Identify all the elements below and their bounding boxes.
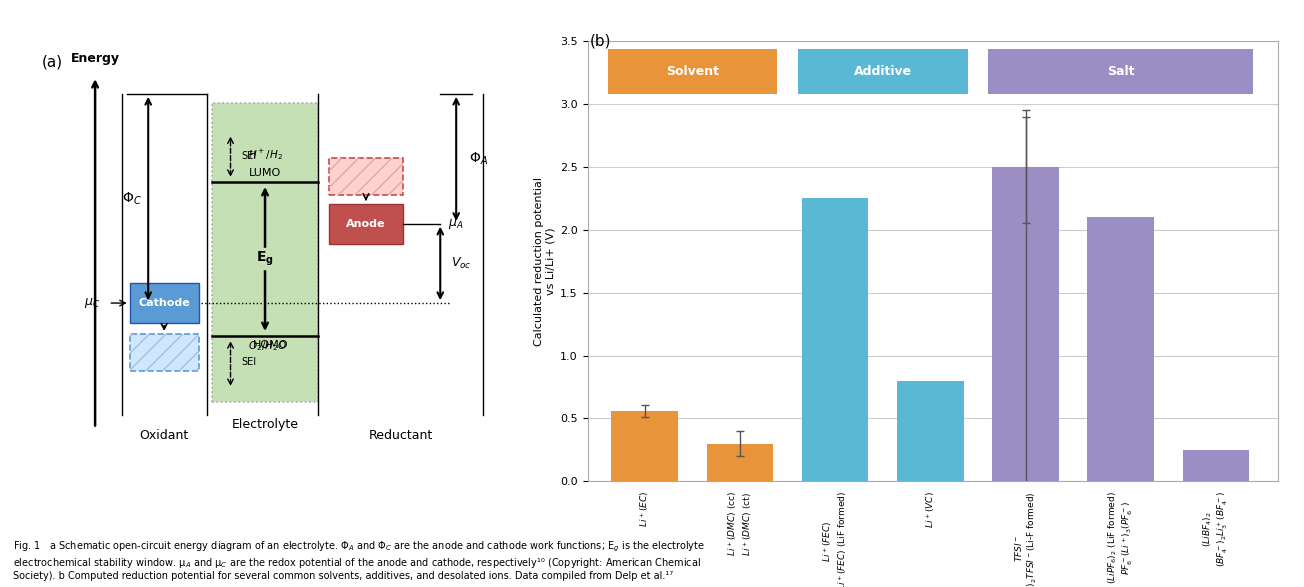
Bar xyxy=(988,49,1253,94)
Text: Fig. 1   a Schematic open-circuit energy diagram of an electrolyte. Φ$_A$ and Φ$: Fig. 1 a Schematic open-circuit energy d… xyxy=(13,539,705,581)
Bar xyxy=(1183,450,1249,481)
Text: $\Phi_A$: $\Phi_A$ xyxy=(469,151,489,167)
Bar xyxy=(798,49,968,94)
Text: (b): (b) xyxy=(589,33,612,49)
Text: $\mu_C$: $\mu_C$ xyxy=(85,296,100,310)
Text: Oxidant: Oxidant xyxy=(140,429,189,441)
Text: LUMO: LUMO xyxy=(249,168,282,178)
Text: $V_{oc}$: $V_{oc}$ xyxy=(451,256,472,271)
Text: $\mathbf{E_g}$: $\mathbf{E_g}$ xyxy=(256,250,274,268)
Text: SEI: SEI xyxy=(241,150,257,161)
Bar xyxy=(1088,217,1154,481)
Text: Cathode: Cathode xyxy=(138,298,190,308)
Text: HOMO: HOMO xyxy=(253,340,288,350)
Bar xyxy=(129,334,198,371)
Text: Electrolyte: Electrolyte xyxy=(232,417,299,430)
Text: Energy: Energy xyxy=(70,52,120,65)
Bar xyxy=(802,198,868,481)
Text: Additive: Additive xyxy=(854,65,911,78)
Text: (a): (a) xyxy=(42,54,63,69)
Bar xyxy=(608,49,777,94)
Bar xyxy=(129,283,198,323)
Bar xyxy=(707,444,773,481)
Bar xyxy=(992,167,1059,481)
Bar xyxy=(612,411,678,481)
Text: Anode: Anode xyxy=(346,219,386,229)
Bar xyxy=(329,158,403,195)
Text: Salt: Salt xyxy=(1107,65,1134,78)
Text: $O_2/H_2O$: $O_2/H_2O$ xyxy=(248,339,287,353)
Text: $H^+/H_2$: $H^+/H_2$ xyxy=(248,147,283,162)
Text: $\Phi_C$: $\Phi_C$ xyxy=(123,190,142,207)
Bar xyxy=(802,370,868,481)
Bar xyxy=(329,204,403,244)
Bar xyxy=(329,158,403,195)
Text: Reductant: Reductant xyxy=(368,429,433,441)
Text: $\mu_A$: $\mu_A$ xyxy=(449,217,464,231)
Bar xyxy=(992,305,1059,481)
Bar xyxy=(213,103,318,402)
Bar xyxy=(1088,286,1154,481)
Y-axis label: Calculated reduction potential
vs Li/Li+ (V): Calculated reduction potential vs Li/Li+… xyxy=(535,177,556,346)
Bar xyxy=(897,381,964,481)
Bar xyxy=(129,334,198,371)
Text: SEI: SEI xyxy=(241,357,257,367)
Text: Solvent: Solvent xyxy=(666,65,719,78)
